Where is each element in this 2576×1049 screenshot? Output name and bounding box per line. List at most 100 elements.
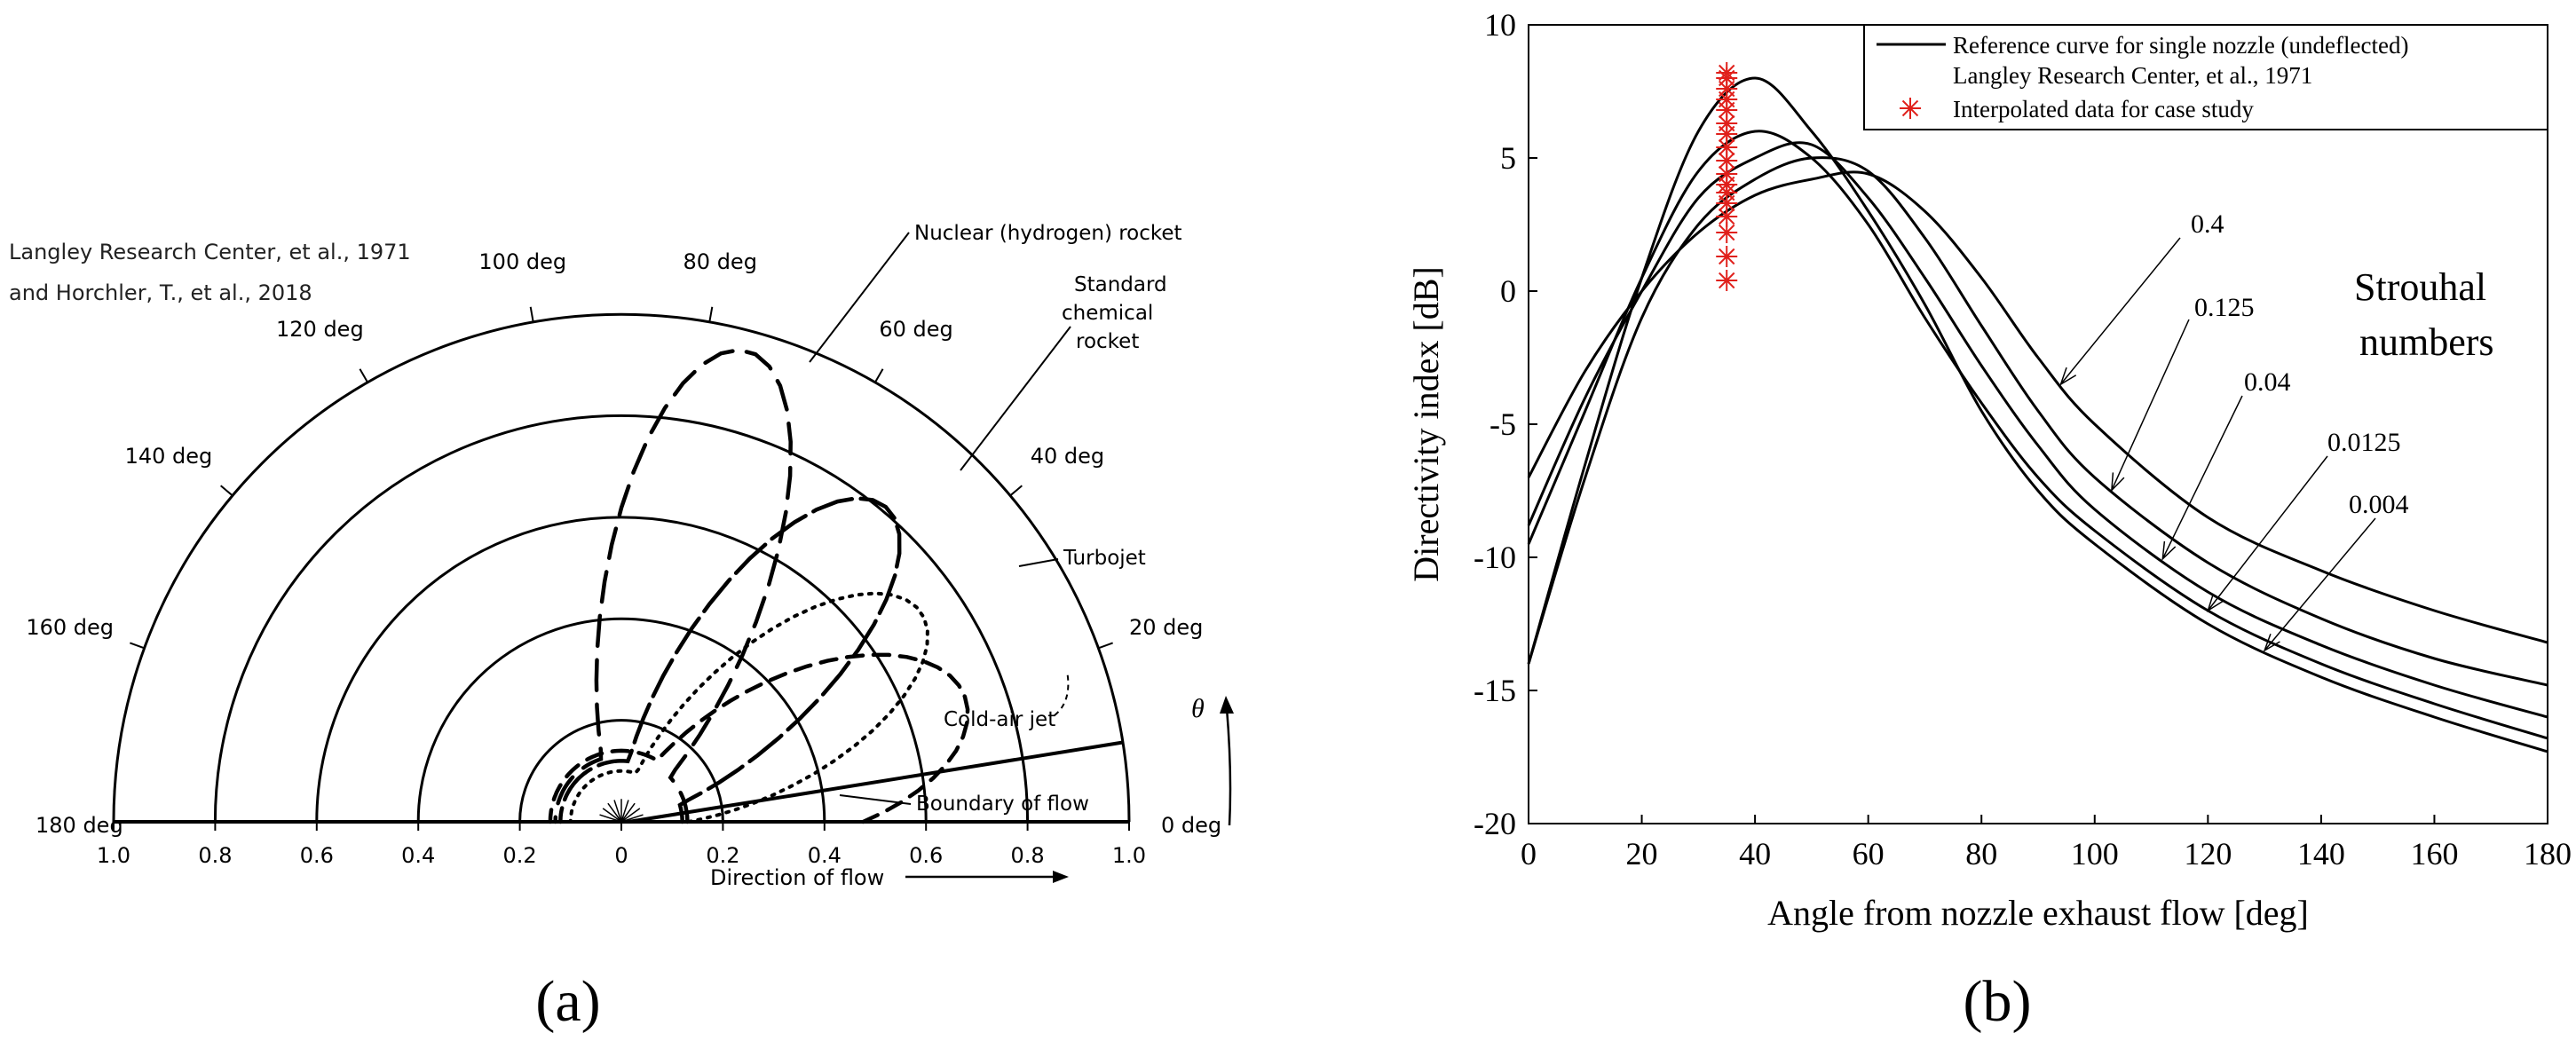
theta-symbol: θ — [1191, 694, 1205, 723]
legend-box — [1863, 24, 2548, 130]
radial-tick-label-1: 0.8 — [198, 843, 232, 868]
x-tick-label-8: 160 — [2410, 836, 2458, 872]
x-tick-label-5: 100 — [2071, 836, 2119, 872]
interpolated-marker-2 — [1716, 222, 1738, 243]
curves — [1527, 76, 2548, 753]
strouhal-label-2: 0.04 — [2244, 367, 2291, 397]
starburst-ray-1 — [620, 814, 644, 823]
legend: Reference curve for single nozzle (undef… — [1863, 24, 2548, 130]
annotation-cold-air-jet: Cold-air jet — [944, 708, 1055, 731]
y-axis-label: Directivity index [dB] — [1406, 266, 1446, 581]
x-tick-label-0: 0 — [1521, 836, 1537, 872]
x-axis-label: Angle from nozzle exhaust flow [deg] — [1767, 893, 2309, 933]
radial-tick-label-4: 0.2 — [503, 843, 537, 868]
annotation-chemical-line-1: Standard — [1074, 273, 1167, 296]
angle-tick-1 — [130, 642, 145, 650]
strouhal-arrow-1 — [2111, 319, 2190, 491]
angle-label-100: 100 deg — [478, 249, 566, 274]
angle-tick-7 — [1009, 485, 1023, 497]
radial-tick-label-2: 0.6 — [300, 843, 334, 868]
angle-label-120: 120 deg — [276, 317, 364, 342]
starburst-ray-3 — [620, 802, 636, 823]
panel-label-a: (a) — [535, 969, 600, 1034]
source-line-1: Langley Research Center, et al., 1971 — [9, 240, 411, 264]
starburst-ray-7 — [607, 802, 622, 823]
angle-tick-4 — [529, 306, 534, 322]
strouhal-label-4: 0.004 — [2349, 490, 2409, 519]
directivity-line-chart: 0 20 40 60 80 100 120 140 160 1801050-5-10-15-20 … — [1406, 7, 2572, 933]
y-tick-label-6: -20 — [1474, 806, 1516, 841]
strouhal-arrow-0 — [2059, 237, 2181, 385]
angle-label-40: 40 deg — [1031, 444, 1104, 469]
starburst-ray-4 — [620, 800, 629, 823]
radial-tick-label-6: 0.2 — [706, 843, 739, 868]
direction-of-flow-label: Direction of flow — [710, 865, 884, 890]
radial-tick-label-7: 0.4 — [808, 843, 842, 868]
annotation-cold-air-arrow — [1054, 670, 1070, 716]
radial-tick-label-8: 0.6 — [909, 843, 943, 868]
annotation-nuclear-rocket: Nuclear (hydrogen) rocket — [914, 222, 1182, 245]
origin-starburst — [598, 799, 644, 823]
annotation-chemical-line-3: rocket — [1076, 330, 1139, 353]
source-line-2: and Horchler, T., et al., 2018 — [9, 280, 312, 305]
interpolated-markers — [1716, 62, 1738, 291]
panel-label-b: (b) — [1964, 969, 2032, 1034]
boundary-of-flow-line — [628, 740, 1124, 824]
curve-strouhal-0-0125 — [1527, 130, 2548, 740]
x-tick-label-1: 20 — [1626, 836, 1658, 872]
radial-tick-label-9: 0.8 — [1011, 843, 1045, 868]
polar-series — [548, 347, 970, 824]
interpolated-marker-16 — [1716, 62, 1738, 83]
strouhal-arrowhead-2 — [2161, 540, 2177, 561]
angle-label-0: 0 deg — [1161, 813, 1221, 838]
strouhal-arrow-2 — [2161, 395, 2243, 560]
strouhal-arrowhead-0 — [2059, 367, 2077, 386]
strouhal-label-3: 0.0125 — [2327, 428, 2401, 457]
angle-label-60: 60 deg — [879, 317, 952, 342]
curve-strouhal-0-4 — [1527, 170, 2548, 644]
angle-tick-2 — [220, 485, 233, 497]
angle-label-80: 80 deg — [684, 249, 757, 274]
radial-tick-label-3: 0.4 — [401, 843, 435, 868]
legend-star-swatch — [1900, 98, 1921, 119]
polar-series-3 — [548, 652, 970, 824]
angle-tick-3 — [359, 368, 368, 383]
radial-tick-label-10: 1.0 — [1112, 843, 1146, 868]
annotation-turbojet: Turbojet — [1063, 547, 1146, 570]
y-tick-label-2: 0 — [1500, 273, 1516, 309]
x-tick-label-6: 120 — [2184, 836, 2232, 872]
curve-strouhal-0-04 — [1527, 141, 2548, 719]
strouhal-title-1: Strouhal — [2354, 265, 2486, 309]
angle-tick-8 — [1098, 642, 1113, 650]
theta-arrowhead — [1220, 696, 1234, 714]
axis-ticks: 0 20 40 60 80 100 120 140 160 180 10 5 0 -5 -10 -15 -20 — [1474, 7, 2572, 872]
boundary-label: Boundary of flow — [916, 793, 1089, 816]
curve-strouhal-0-004 — [1527, 76, 2548, 753]
annotation-chemical-line-2: chemical — [1062, 302, 1153, 325]
interpolated-marker-1 — [1716, 246, 1738, 267]
angle-label-160: 160 deg — [26, 615, 114, 640]
angle-tick-6 — [874, 368, 884, 383]
strouhal-label-1: 0.125 — [2194, 293, 2255, 322]
angle-label-180: 180 deg — [36, 813, 123, 838]
annotation-nuclear-arrow — [809, 232, 910, 363]
angle-tick-5 — [708, 306, 714, 322]
angle-labels: 180 deg 160 deg 140 deg 120 deg 100 deg 80 de… — [26, 249, 1221, 838]
x-tick-label-9: 180 — [2524, 836, 2572, 872]
strouhal-label-0: 0.4 — [2191, 209, 2224, 239]
radial-tick-label-0: 1.0 — [97, 843, 130, 868]
polar-ring-4 — [213, 414, 1030, 823]
annotation-chemical-arrow — [960, 326, 1071, 471]
y-tick-label-5: -15 — [1474, 673, 1516, 708]
radial-tick-labels: 1.0 0.8 0.6 0.4 0.2 0 0.2 0.4 0.6 0.8 1.0 — [97, 822, 1146, 868]
y-tick-label-0: 10 — [1484, 7, 1516, 43]
legend-star-marker — [1900, 98, 1921, 119]
starburst-ray-8 — [602, 808, 622, 823]
legend-entry-interpolated: Interpolated data for case study — [1953, 96, 2254, 122]
radial-tick-label-5: 0 — [614, 843, 628, 868]
strouhal-arrow-4 — [2264, 517, 2376, 651]
x-tick-label-2: 40 — [1739, 836, 1771, 872]
polar-directivity-chart: Langley Research Center, et al., 1971 an… — [9, 222, 1234, 890]
strouhal-arrow-3 — [2207, 455, 2328, 611]
y-tick-label-1: 5 — [1500, 140, 1516, 176]
